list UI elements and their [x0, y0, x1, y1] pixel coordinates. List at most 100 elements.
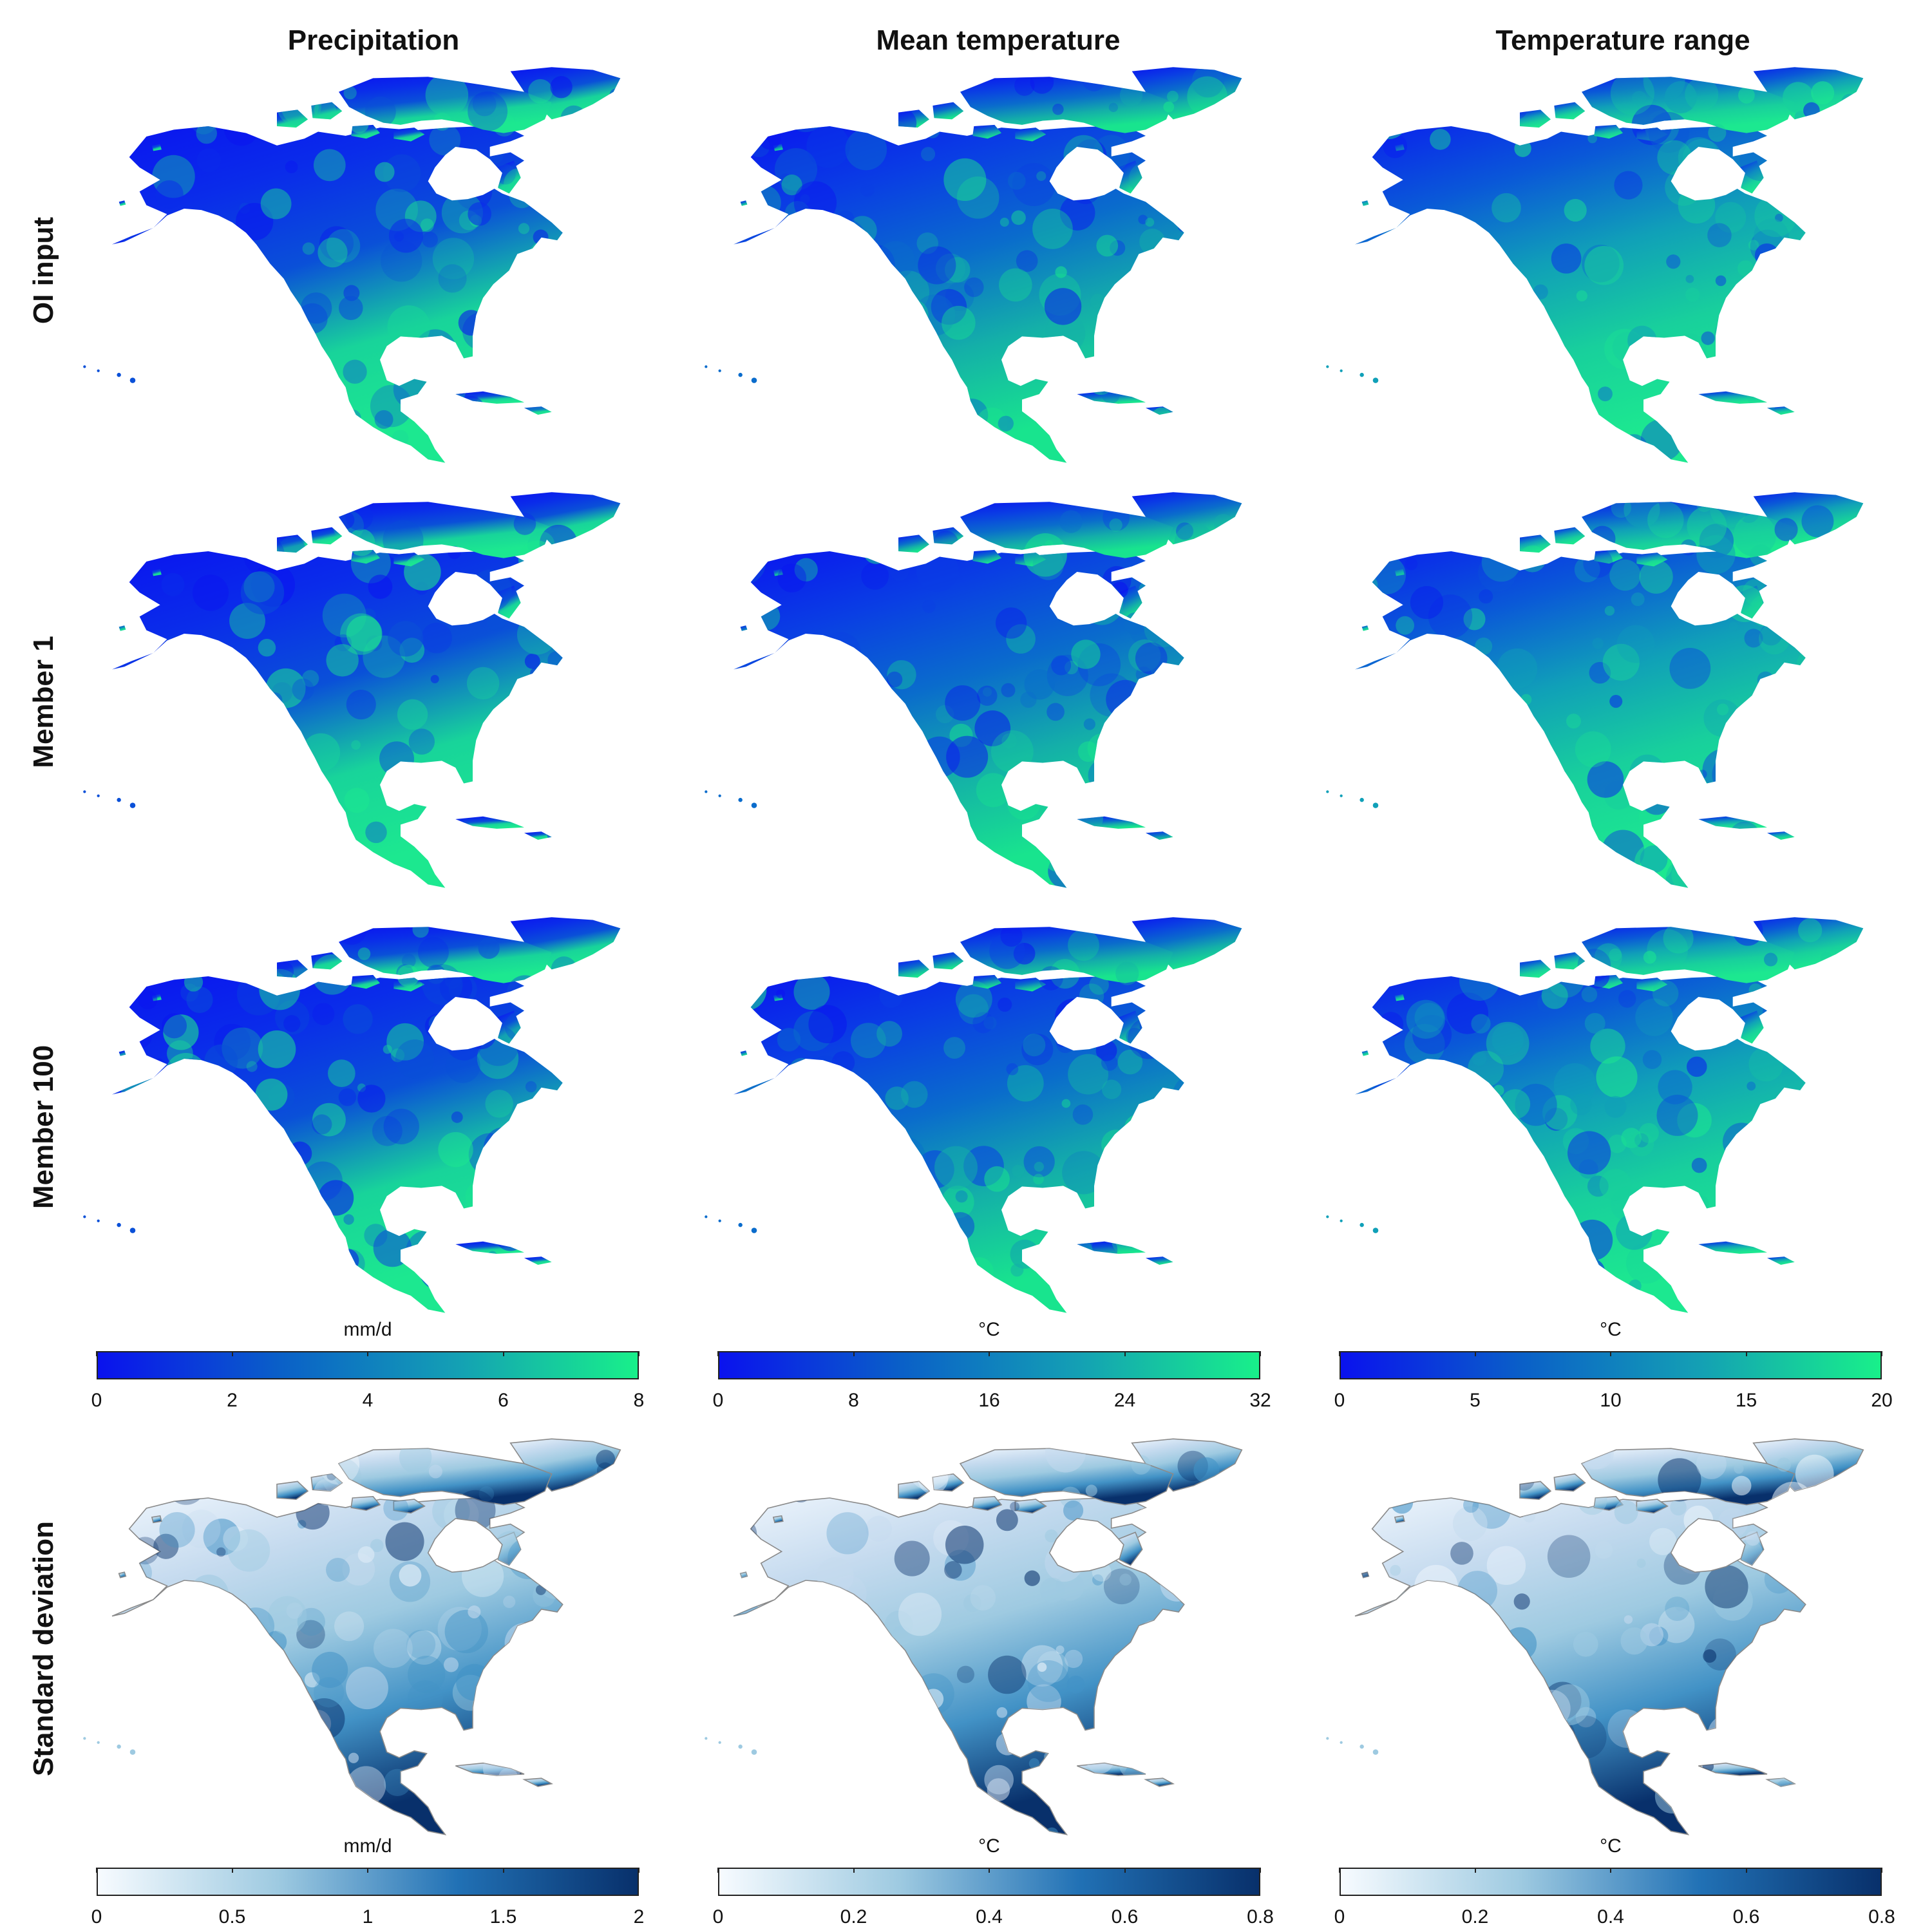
row-label-member-100: Member 100	[28, 1045, 59, 1209]
colorbar-unit-label: °C	[1600, 1319, 1622, 1340]
colorbar-tick-mark	[989, 1351, 990, 1356]
colorbar-unit-label: °C	[1600, 1835, 1622, 1857]
hawaii-islands	[705, 1737, 757, 1755]
row-label-oi-input: OI input	[28, 216, 59, 325]
colorbar-tick-mark	[638, 1351, 639, 1356]
hudson-bay	[1670, 1518, 1746, 1573]
map-tmean-member1	[692, 489, 1311, 902]
colorbar-tick-mark	[1610, 1868, 1611, 1873]
colorbar-tick-label: 32	[1249, 1390, 1271, 1411]
hudson-bay	[1048, 1518, 1124, 1573]
row-label-member-1: Member 1	[28, 636, 59, 768]
column-title-precipitation: Precipitation	[287, 24, 460, 56]
hawaii-islands	[83, 1737, 136, 1755]
colorbar-tick-mark	[1745, 1351, 1747, 1356]
hawaii-islands	[705, 365, 757, 383]
colorbar-tick-label: 0.4	[976, 1906, 1003, 1927]
colorbar-tick-label: 15	[1735, 1390, 1757, 1411]
colorbar-tick-label: 0.8	[1868, 1906, 1895, 1927]
colorbar-tick-mark	[989, 1868, 990, 1873]
hudson-bay	[1049, 997, 1124, 1051]
colorbar-unit-label: °C	[978, 1835, 1000, 1857]
colorbar-tick-label: 0.2	[840, 1906, 867, 1927]
colorbar-tick-mark	[96, 1868, 97, 1873]
colorbar-tick-mark	[502, 1351, 504, 1356]
colorbar-tick-mark	[1474, 1351, 1476, 1356]
map-precip-member100	[71, 914, 689, 1327]
colorbar-tick-label: 8	[848, 1390, 859, 1411]
map-trange-member1	[1314, 489, 1932, 902]
map-trange-member100	[1314, 914, 1932, 1327]
land-area	[1355, 492, 1864, 888]
hawaii-islands	[83, 1215, 136, 1233]
hawaii-islands	[1326, 365, 1379, 383]
colorbar-tick-label: 0	[712, 1390, 724, 1411]
colorbar-tick-label: 4	[362, 1390, 374, 1411]
map-tmean-member100	[692, 914, 1311, 1327]
hudson-bay	[1049, 147, 1124, 201]
colorbar-tick-label: 0.6	[1111, 1906, 1139, 1927]
colorbar-tick-label: 0	[1334, 1390, 1345, 1411]
land-area	[734, 67, 1242, 463]
colorbar-tick-label: 0.8	[1247, 1906, 1274, 1927]
hudson-bay	[1671, 572, 1745, 626]
colorbar-tick-label: 0.5	[218, 1906, 246, 1927]
hudson-bay	[1671, 147, 1745, 201]
hudson-bay	[427, 1518, 503, 1573]
colorbar-tick-label: 0.6	[1732, 1906, 1760, 1927]
colorbar-tick-label: 1	[362, 1906, 374, 1927]
colorbar-tick-label: 0	[1334, 1906, 1345, 1927]
map-tmean-sd	[692, 1436, 1311, 1848]
colorbar-tick-mark	[1260, 1868, 1261, 1873]
colorbar-tick-label: 16	[978, 1390, 1000, 1411]
colorbar-tick-mark	[1474, 1868, 1476, 1873]
colorbar-tick-label: 0	[712, 1906, 724, 1927]
map-tmean-oi	[692, 64, 1311, 477]
land-area	[112, 492, 621, 888]
hawaii-islands	[83, 365, 136, 383]
land-area	[112, 67, 621, 463]
hawaii-islands	[1326, 1737, 1379, 1755]
column-title-mean-temperature: Mean temperature	[876, 24, 1121, 56]
colorbar-tick-label: 1.5	[489, 1906, 517, 1927]
colorbar-tick-label: 10	[1600, 1390, 1622, 1411]
colorbar-tick-mark	[1260, 1351, 1261, 1356]
colorbar-tick-label: 0	[91, 1906, 102, 1927]
colorbar-tick-label: 20	[1871, 1390, 1893, 1411]
colorbar-tick-mark	[1881, 1868, 1882, 1873]
hudson-bay	[428, 147, 502, 201]
hawaii-islands	[1326, 790, 1379, 808]
map-trange-oi	[1314, 64, 1932, 477]
colorbar-tick-mark	[367, 1351, 368, 1356]
hudson-bay	[428, 997, 502, 1051]
colorbar-tick-mark	[231, 1351, 233, 1356]
hawaii-islands	[705, 1215, 757, 1233]
land-area	[734, 492, 1242, 888]
colorbar-tick-mark	[1124, 1868, 1126, 1873]
hudson-bay	[1049, 572, 1124, 626]
colorbar-tick-mark	[638, 1868, 639, 1873]
colorbar-tick-mark	[1339, 1351, 1340, 1356]
colorbar-tick-mark	[853, 1868, 855, 1873]
colorbar-tick-label: 8	[633, 1390, 645, 1411]
colorbar-tick-mark	[1610, 1351, 1611, 1356]
colorbar-tick-mark	[717, 1351, 719, 1356]
land-area	[734, 917, 1242, 1313]
colorbar-tick-label: 5	[1470, 1390, 1481, 1411]
map-precip-member1	[71, 489, 689, 902]
map-trange-sd	[1314, 1436, 1932, 1848]
colorbar-tick-label: 24	[1113, 1390, 1136, 1411]
colorbar-tick-mark	[1745, 1868, 1747, 1873]
hawaii-islands	[1326, 1215, 1379, 1233]
land-area	[112, 917, 621, 1313]
colorbar-tick-mark	[231, 1868, 233, 1873]
colorbar-tick-label: 6	[498, 1390, 509, 1411]
colorbar-tick-label: 2	[227, 1390, 238, 1411]
colorbar-tick-mark	[853, 1351, 855, 1356]
colorbar-unit-label: °C	[978, 1319, 1000, 1340]
hudson-bay	[1671, 997, 1745, 1051]
colorbar-tick-label: 0	[91, 1390, 102, 1411]
hawaii-islands	[705, 790, 757, 808]
colorbar-tick-mark	[367, 1868, 368, 1873]
colorbar-tick-label: 0.4	[1597, 1906, 1624, 1927]
